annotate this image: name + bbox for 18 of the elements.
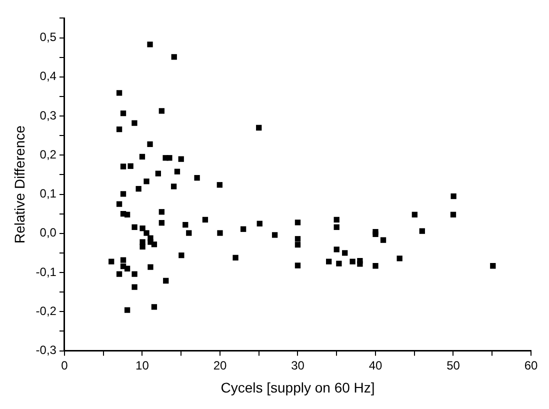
x-axis-title: Cycels [supply on 60 Hz] <box>220 379 375 396</box>
y-tick-label: -0,2 <box>36 304 57 318</box>
y-tick-label: 0,4 <box>40 69 57 84</box>
x-tick-label: 20 <box>213 358 227 372</box>
x-tick-label: 60 <box>524 358 538 372</box>
x-tick-label: 30 <box>291 358 305 372</box>
x-tick-label: 40 <box>368 358 382 372</box>
y-tick-label: -0,3 <box>36 343 57 358</box>
y-tick-label: 0,0 <box>40 226 57 240</box>
y-tick-label: 0,1 <box>40 186 57 201</box>
y-tick-label: 0,2 <box>40 147 57 162</box>
y-tick-label: 0,3 <box>40 108 57 122</box>
y-tick-label: -0,1 <box>36 264 57 279</box>
x-tick-label: 50 <box>446 358 460 372</box>
y-axis-title: Relative Difference <box>11 125 28 244</box>
y-tick-label: 0,5 <box>40 30 57 44</box>
x-tick-label: 0 <box>61 358 68 372</box>
x-tick-label: 10 <box>136 358 150 372</box>
